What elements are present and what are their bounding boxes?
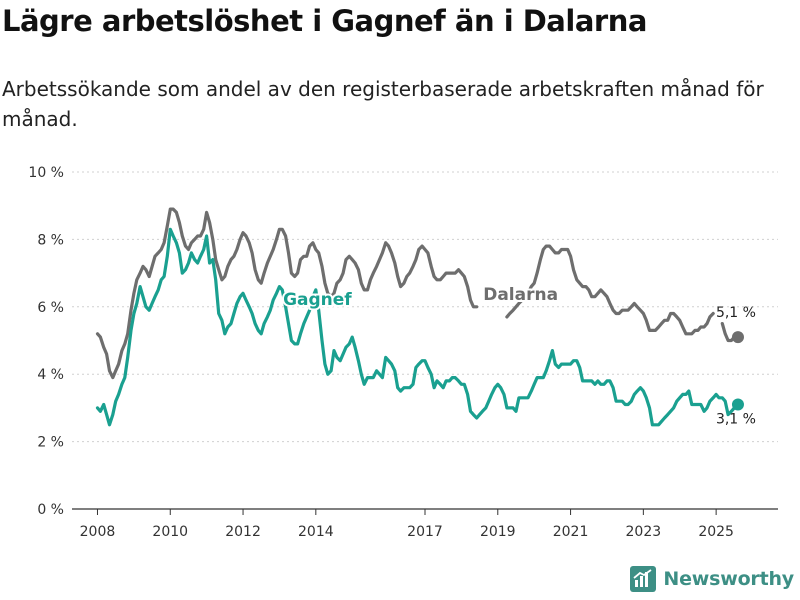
- x-tick-label: 2019: [480, 524, 516, 540]
- y-tick-label: 10 %: [28, 165, 64, 181]
- dalarna-series-label: Dalarna: [483, 285, 558, 305]
- dalarna-series-line: [720, 322, 736, 343]
- newsworthy-logo[interactable]: Newsworthy: [630, 564, 794, 594]
- dalarna-series-line: [505, 244, 715, 336]
- dalarna-end-point: [731, 331, 744, 344]
- newsworthy-chart-icon: [630, 566, 657, 592]
- y-tick-label: 6 %: [37, 300, 64, 316]
- gagnef-series-label: Gagnef: [283, 290, 352, 310]
- x-tick-label: 2012: [225, 524, 261, 540]
- dalarna-series-line: [95, 207, 479, 380]
- y-tick-label: 4 %: [37, 367, 64, 383]
- y-tick-label: 8 %: [37, 232, 64, 248]
- x-tick-label: 2021: [553, 524, 589, 540]
- gagnef-end-point: [731, 398, 744, 411]
- brand-name: Newsworthy: [663, 568, 794, 590]
- chart-title: Lägre arbetslöshet i Gagnef än i Dalarna: [2, 4, 647, 38]
- x-tick-label: 2010: [152, 524, 188, 540]
- x-tick-label: 2008: [80, 524, 116, 540]
- dalarna-end-label: 5,1 %: [716, 305, 756, 321]
- y-tick-label: 0 %: [37, 502, 64, 518]
- x-tick-label: 2025: [698, 524, 734, 540]
- x-tick-label: 2014: [298, 524, 334, 540]
- gagnef-series-line: [95, 227, 739, 427]
- y-tick-label: 2 %: [37, 435, 64, 451]
- chart-subtitle: Arbetssökande som andel av den registerb…: [2, 77, 764, 131]
- x-tick-label: 2023: [626, 524, 662, 540]
- gagnef-end-label: 3,1 %: [716, 412, 756, 428]
- x-tick-label: 2017: [407, 524, 443, 540]
